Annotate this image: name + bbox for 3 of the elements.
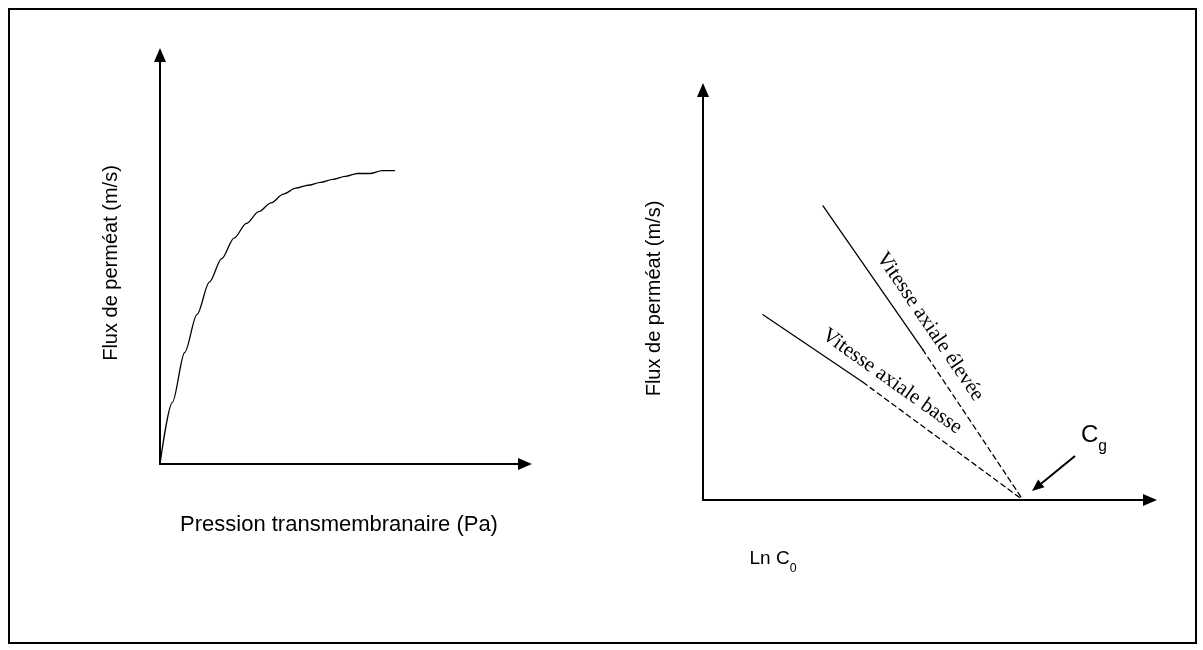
y-axis-title: Flux de perméat (m/s) [642,200,664,397]
x-axis-title: Pression transmembranaire (Pa) [180,510,498,536]
y-axis-title: Flux de perméat (m/s) [99,165,121,361]
